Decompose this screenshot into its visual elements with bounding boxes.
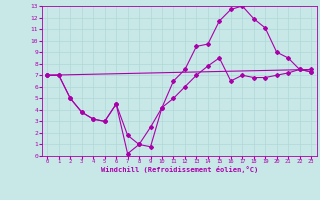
X-axis label: Windchill (Refroidissement éolien,°C): Windchill (Refroidissement éolien,°C)	[100, 166, 258, 173]
